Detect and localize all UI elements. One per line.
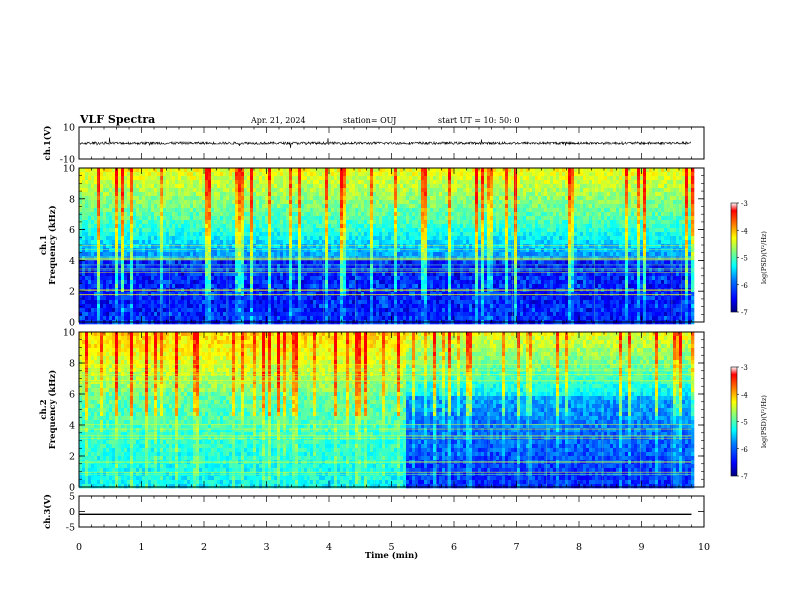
x-tick-label: 10 <box>698 542 710 553</box>
ch2-spec-tick-label: 6 <box>69 390 75 401</box>
ch2-spec-tick-label: 10 <box>63 328 75 339</box>
ch2-spec-tick-label: 8 <box>69 359 75 370</box>
ch1-spec-tick-label: 2 <box>69 287 75 298</box>
x-tick-label: 6 <box>451 542 457 553</box>
ch1-wave-tick-label: 10 <box>63 123 75 134</box>
x-tick-label: 9 <box>638 542 644 553</box>
ch2-spec-axis-label: Frequency (kHz) <box>47 370 58 449</box>
x-tick-label: 7 <box>513 542 519 553</box>
station-label: station= OUJ <box>343 116 397 125</box>
x-tick-label: 5 <box>388 542 394 553</box>
ch1-spec-tick-label: 4 <box>69 256 75 267</box>
ch2-spec-tick-label: 2 <box>69 452 75 463</box>
ch1-spec-axis-label: ch.1 <box>39 235 49 255</box>
colorbar-2 <box>730 366 738 477</box>
ch1-wave-axis-label: ch.1(V) <box>42 126 53 161</box>
colorbar-tick-label: -4 <box>741 391 748 399</box>
ch1-spec-tick-label: 0 <box>69 318 75 329</box>
colorbar-tick-label: -3 <box>741 200 748 208</box>
colorbar-tick-label: -7 <box>741 473 748 481</box>
colorbar-tick-label: -6 <box>741 282 748 290</box>
ch1-spec-axis-label: Frequency (kHz) <box>47 205 58 284</box>
x-tick-label: 4 <box>326 542 332 553</box>
colorbar-tick-label: -3 <box>741 364 748 372</box>
plot-title: VLF Spectra <box>80 113 156 126</box>
ch1-spec-tick-label: 8 <box>69 194 75 205</box>
x-tick-label: 3 <box>263 542 269 553</box>
x-tick-label: 2 <box>201 542 207 553</box>
ch2-spec-tick-label: 0 <box>69 483 75 494</box>
ch1-waveform-line <box>79 137 691 149</box>
colorbar-tick-label: -5 <box>741 419 748 427</box>
colorbar-tick-label: -7 <box>741 309 748 317</box>
colorbar-tick-label: -6 <box>741 446 748 454</box>
x-axis-label: Time (min) <box>365 550 418 561</box>
colorbar-tick-label: -5 <box>741 255 748 263</box>
x-tick-label: 1 <box>138 542 144 553</box>
ch3-wave-tick-label: 0 <box>69 507 75 518</box>
colorbars: -3 -4 -5 -6 -7 log(PSD)(V²/Hz) -3 -4 -5 -6 -7 log(P… <box>730 200 768 481</box>
colorbar-label: log(PSD)(V²/Hz) <box>760 231 768 284</box>
ch2-spec-tick-label: 4 <box>69 421 75 432</box>
colorbar-1 <box>730 202 738 313</box>
ch2-spectrogram <box>79 332 695 489</box>
ch1-spec-tick-label: 10 <box>63 164 75 175</box>
ch1-waveform <box>79 137 691 149</box>
x-tick-label: 8 <box>576 542 582 553</box>
ch1-spectrogram <box>78 168 695 325</box>
ch1-spec-tick-label: 6 <box>69 225 75 236</box>
ch3-wave-axis-label: ch.3(V) <box>42 494 53 529</box>
start-time-label: start UT = 10: 50: 0 <box>438 116 520 125</box>
colorbar-label: log(PSD)(V²/Hz) <box>760 395 768 448</box>
x-tick-label: 0 <box>76 542 82 553</box>
colorbar-tick-label: -4 <box>741 227 748 235</box>
ch2-spec-axis-label: ch.2 <box>39 399 49 419</box>
ch3-wave-tick-label: -5 <box>66 523 75 534</box>
ch3-wave-tick-label: 5 <box>69 492 75 503</box>
ch1-wave-tick-label: -10 <box>60 155 75 166</box>
date-label: Apr. 21, 2024 <box>251 116 306 125</box>
